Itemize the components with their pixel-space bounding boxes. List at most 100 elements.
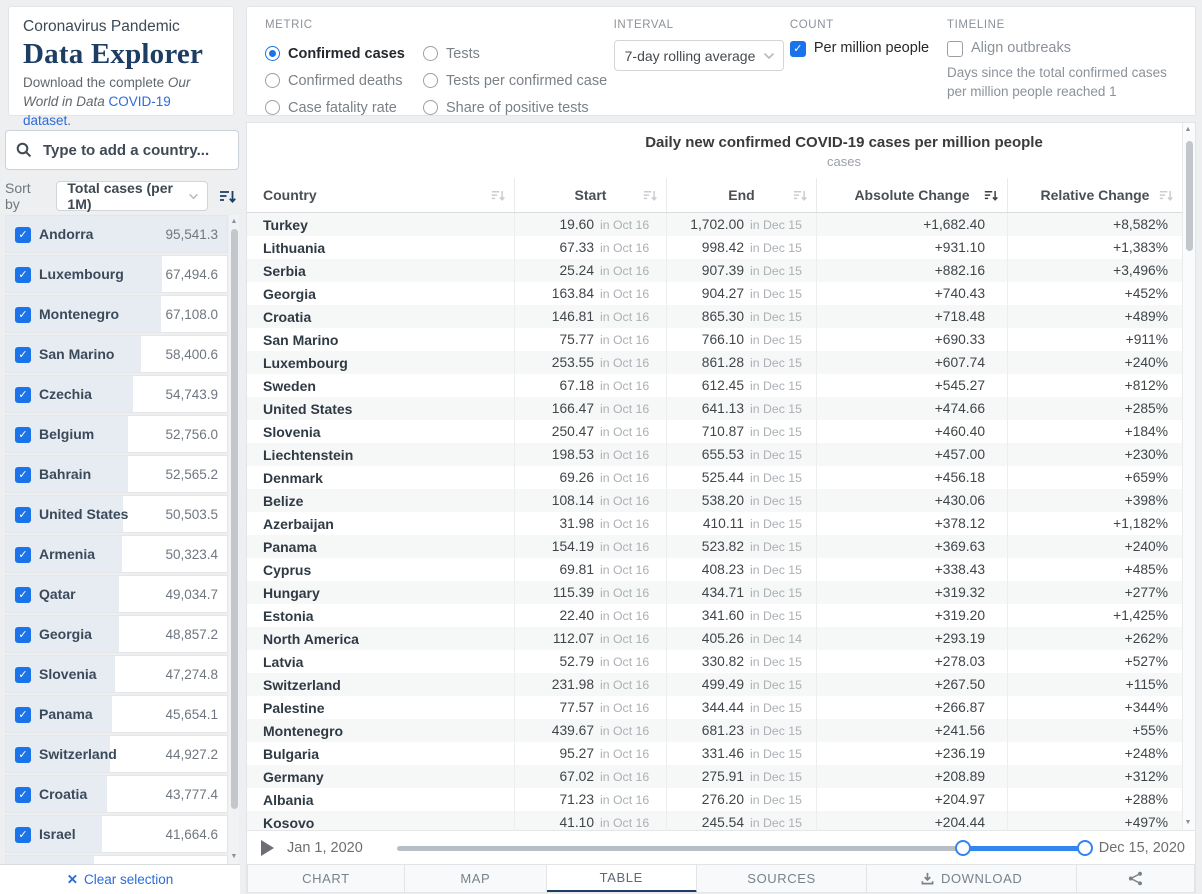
table-scroll-thumb[interactable]: [1185, 141, 1193, 251]
table-row[interactable]: Hungary 115.39 in Oct 16 434.71 in Dec 15 +31…: [247, 581, 1182, 604]
metric-radio-tests[interactable]: Tests: [423, 46, 614, 62]
country-checkbox[interactable]: ✓: [15, 266, 31, 283]
table-scrollbar[interactable]: ▲ ▼: [1182, 123, 1195, 830]
search-input[interactable]: [41, 140, 244, 160]
interval-select[interactable]: 7-day rolling average: [613, 40, 784, 71]
table-row[interactable]: Turkey 19.60 in Oct 16 1,702.00 in Dec 15 +1,…: [247, 213, 1182, 236]
tab-map[interactable]: MAP: [404, 864, 547, 892]
table-row[interactable]: Denmark 69.26 in Oct 16 525.44 in Dec 15 +456…: [247, 466, 1182, 489]
table-row[interactable]: Luxembourg 253.55 in Oct 16 861.28 in Dec 15…: [247, 351, 1182, 374]
country-checkbox[interactable]: ✓: [15, 746, 31, 763]
country-checkbox[interactable]: ✓: [15, 226, 31, 243]
table-row[interactable]: Slovenia 250.47 in Oct 16 710.87 in Dec 15 +4…: [247, 420, 1182, 443]
table-row[interactable]: United States 166.47 in Oct 16 641.13 in Dec…: [247, 397, 1182, 420]
scroll-up-icon[interactable]: ▲: [230, 218, 238, 225]
tab-sources[interactable]: SOURCES: [696, 864, 868, 892]
country-checkbox[interactable]: ✓: [15, 386, 31, 403]
country-row-united-states[interactable]: ✓ United States 50,503.5: [5, 495, 228, 533]
country-checkbox[interactable]: ✓: [15, 786, 31, 803]
metric-radio-confirmed-deaths[interactable]: Confirmed deaths: [265, 73, 423, 89]
sort-direction-button[interactable]: [216, 184, 239, 208]
country-row-andorra[interactable]: ✓ Andorra 95,541.3: [5, 215, 228, 253]
table-row[interactable]: Bulgaria 95.27 in Oct 16 331.46 in Dec 15 +23…: [247, 742, 1182, 765]
country-checkbox[interactable]: ✓: [15, 706, 31, 723]
country-row-san-marino[interactable]: ✓ San Marino 58,400.6: [5, 335, 228, 373]
tab-chart[interactable]: CHART: [247, 864, 405, 892]
country-row-croatia[interactable]: ✓ Croatia 43,777.4: [5, 775, 228, 813]
table-row[interactable]: Georgia 163.84 in Oct 16 904.27 in Dec 15 +74…: [247, 282, 1182, 305]
sort-icon[interactable]: [793, 189, 807, 202]
sort-select[interactable]: Total cases (per 1M): [56, 180, 208, 212]
table-row[interactable]: Serbia 25.24 in Oct 16 907.39 in Dec 15 +882.…: [247, 259, 1182, 282]
table-row[interactable]: Estonia 22.40 in Oct 16 341.60 in Dec 15 +319…: [247, 604, 1182, 627]
country-row-armenia[interactable]: ✓ Armenia 50,323.4: [5, 535, 228, 573]
per-million-checkbox[interactable]: ✓ Per million people: [789, 40, 947, 57]
country-row-switzerland[interactable]: ✓ Switzerland 44,927.2: [5, 735, 228, 773]
country-row-qatar[interactable]: ✓ Qatar 49,034.7: [5, 575, 228, 613]
country-search-box[interactable]: [5, 130, 244, 170]
table-row[interactable]: Belize 108.14 in Oct 16 538.20 in Dec 15 +430…: [247, 489, 1182, 512]
tab-download[interactable]: DOWNLOAD: [867, 864, 1077, 892]
country-row-israel[interactable]: ✓ Israel 41,664.6: [5, 815, 228, 853]
country-checkbox[interactable]: ✓: [15, 346, 31, 363]
country-checkbox[interactable]: ✓: [15, 586, 31, 603]
country-checkbox[interactable]: ✓: [15, 826, 31, 843]
table-row[interactable]: Liechtenstein 198.53 in Oct 16 655.53 in Dec…: [247, 443, 1182, 466]
table-row[interactable]: Albania 71.23 in Oct 16 276.20 in Dec 15 +204…: [247, 788, 1182, 811]
country-row-partial[interactable]: ✓: [5, 855, 228, 864]
timeline-handle-start[interactable]: [954, 839, 971, 856]
column-header-relative-change[interactable]: Relative Change: [1007, 178, 1182, 212]
country-row-czechia[interactable]: ✓ Czechia 54,743.9: [5, 375, 228, 413]
column-header-end[interactable]: End: [666, 178, 816, 212]
timeline-handle-end[interactable]: [1077, 839, 1093, 856]
table-row[interactable]: Latvia 52.79 in Oct 16 330.82 in Dec 15 +278.…: [247, 650, 1182, 673]
table-row[interactable]: Panama 154.19 in Oct 16 523.82 in Dec 15 +369…: [247, 535, 1182, 558]
clear-selection-button[interactable]: ✕ Clear selection: [0, 864, 240, 894]
table-row[interactable]: North America 112.07 in Oct 16 405.26 in Dec…: [247, 627, 1182, 650]
metric-radio-confirmed-cases[interactable]: Confirmed cases: [265, 46, 423, 62]
metric-radio-share-of-positive-tests[interactable]: Share of positive tests: [423, 100, 614, 116]
country-row-belgium[interactable]: ✓ Belgium 52,756.0: [5, 415, 228, 453]
sort-icon[interactable]: [1159, 189, 1173, 202]
scroll-up-icon[interactable]: ▲: [1184, 126, 1192, 133]
metric-radio-case-fatality-rate[interactable]: Case fatality rate: [265, 100, 423, 116]
table-row[interactable]: Germany 67.02 in Oct 16 275.91 in Dec 15 +208…: [247, 765, 1182, 788]
sort-icon[interactable]: [491, 189, 505, 202]
scroll-down-icon[interactable]: ▼: [1184, 819, 1192, 826]
column-header-country[interactable]: Country: [247, 178, 514, 212]
table-row[interactable]: Switzerland 231.98 in Oct 16 499.49 in Dec 1…: [247, 673, 1182, 696]
country-checkbox[interactable]: ✓: [15, 546, 31, 563]
tab-table[interactable]: TABLE: [546, 864, 697, 892]
country-checkbox[interactable]: ✓: [15, 426, 31, 443]
table-row[interactable]: Sweden 67.18 in Oct 16 612.45 in Dec 15 +545.…: [247, 374, 1182, 397]
country-row-montenegro[interactable]: ✓ Montenegro 67,108.0: [5, 295, 228, 333]
table-row[interactable]: Palestine 77.57 in Oct 16 344.44 in Dec 15 +2…: [247, 696, 1182, 719]
timeline-track[interactable]: [397, 839, 1093, 856]
country-checkbox[interactable]: ✓: [15, 666, 31, 683]
tab-share[interactable]: [1076, 864, 1195, 892]
country-checkbox[interactable]: ✓: [15, 626, 31, 643]
table-row[interactable]: Kosovo 41.10 in Oct 16 245.54 in Dec 15 +204.…: [247, 811, 1182, 830]
align-outbreaks-checkbox[interactable]: Align outbreaks: [947, 40, 1177, 57]
sidebar-scrollbar[interactable]: ▲ ▼: [229, 215, 239, 864]
country-row-luxembourg[interactable]: ✓ Luxembourg 67,494.6: [5, 255, 228, 293]
covid-dataset-link[interactable]: COVID-19 dataset: [23, 93, 171, 128]
country-row-georgia[interactable]: ✓ Georgia 48,857.2: [5, 615, 228, 653]
table-row[interactable]: Montenegro 439.67 in Oct 16 681.23 in Dec 15…: [247, 719, 1182, 742]
play-icon[interactable]: [261, 840, 274, 856]
country-row-panama[interactable]: ✓ Panama 45,654.1: [5, 695, 228, 733]
table-row[interactable]: Lithuania 67.33 in Oct 16 998.42 in Dec 15 +9…: [247, 236, 1182, 259]
table-row[interactable]: Cyprus 69.81 in Oct 16 408.23 in Dec 15 +338.…: [247, 558, 1182, 581]
table-row[interactable]: Croatia 146.81 in Oct 16 865.30 in Dec 15 +71…: [247, 305, 1182, 328]
sort-icon[interactable]: [643, 189, 657, 202]
country-row-slovenia[interactable]: ✓ Slovenia 47,274.8: [5, 655, 228, 693]
country-checkbox[interactable]: ✓: [15, 466, 31, 483]
country-checkbox[interactable]: ✓: [15, 306, 31, 323]
country-row-bahrain[interactable]: ✓ Bahrain 52,565.2: [5, 455, 228, 493]
sort-icon-active[interactable]: [984, 189, 998, 202]
table-row[interactable]: San Marino 75.77 in Oct 16 766.10 in Dec 15 +…: [247, 328, 1182, 351]
country-checkbox[interactable]: ✓: [15, 506, 31, 523]
sidebar-scroll-thumb[interactable]: [230, 229, 238, 809]
metric-radio-tests-per-confirmed-case[interactable]: Tests per confirmed case: [423, 73, 614, 89]
scroll-down-icon[interactable]: ▼: [230, 853, 238, 860]
